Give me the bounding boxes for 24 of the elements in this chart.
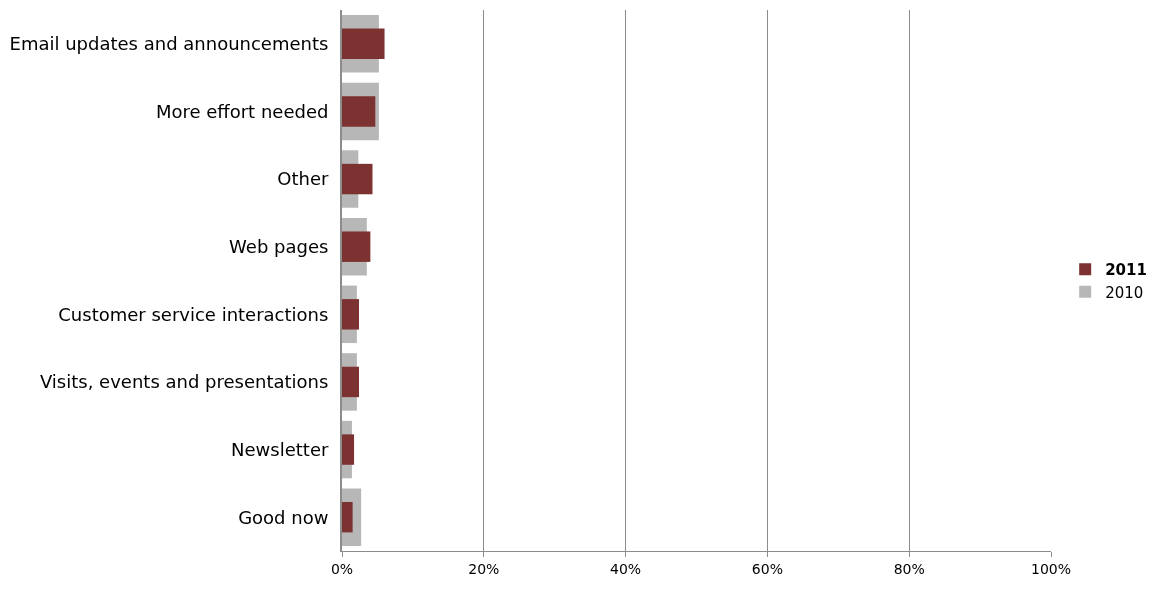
bar	[342, 501, 353, 533]
y-tick-label: Email updates and announcements	[9, 33, 329, 55]
y-tick-label: Other	[277, 168, 329, 190]
legend-label: 2010	[1105, 283, 1144, 302]
y-tick-label: Customer service interactions	[58, 303, 329, 325]
x-tick-label: 60%	[751, 560, 783, 577]
bar	[342, 28, 385, 60]
y-tick-label: Newsletter	[231, 438, 329, 460]
x-tick-label: 0%	[330, 560, 354, 577]
y-tick-label: Visits, events and presentations	[39, 371, 329, 393]
x-tick-label: 40%	[610, 560, 642, 577]
x-tick-label: 100%	[1030, 560, 1072, 577]
y-tick-label: More effort needed	[155, 100, 329, 122]
bar	[342, 231, 371, 262]
y-tick-label: Web pages	[229, 235, 329, 257]
bar	[342, 299, 360, 330]
bar	[342, 96, 376, 127]
bar	[342, 366, 360, 398]
y-tick-label: Good now	[238, 506, 329, 528]
legend-label: 2011	[1105, 261, 1147, 280]
bar	[342, 434, 355, 465]
x-tick-label: 80%	[893, 560, 925, 577]
x-tick-label: 20%	[468, 560, 500, 577]
bar	[342, 163, 373, 195]
